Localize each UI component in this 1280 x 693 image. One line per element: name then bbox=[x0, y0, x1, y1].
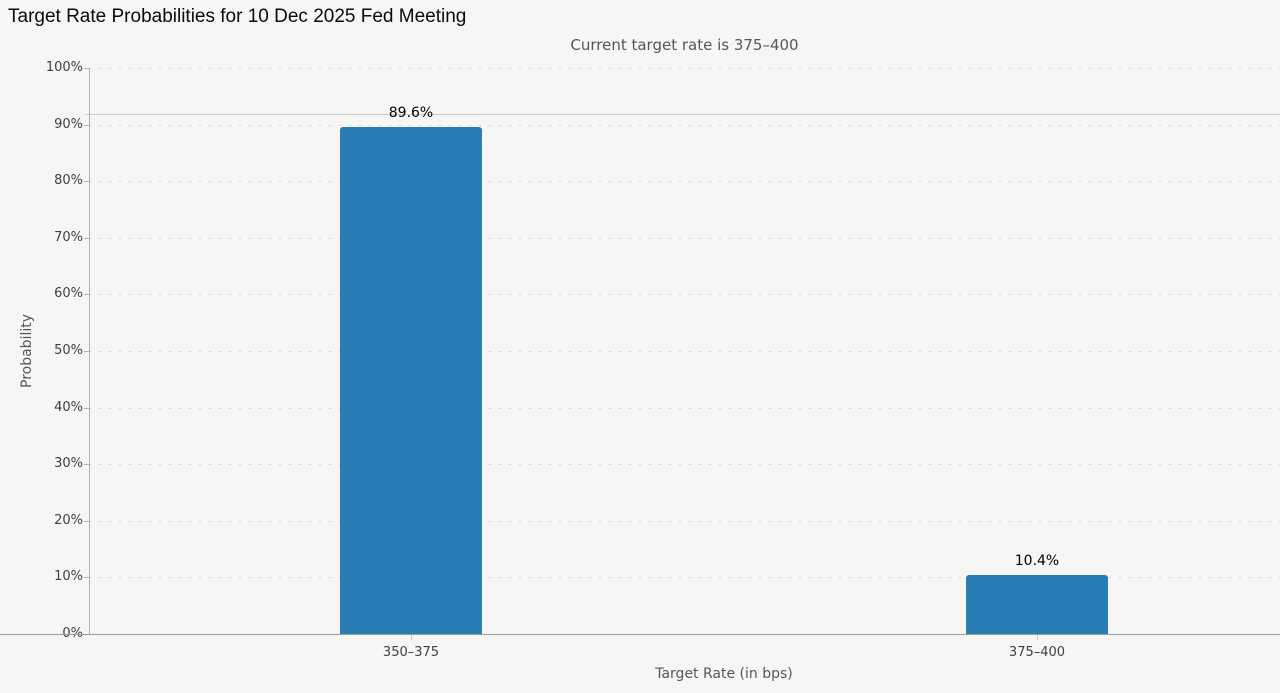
y-axis-tick bbox=[84, 181, 89, 183]
probability-bar[interactable] bbox=[340, 126, 482, 634]
y-tick-label: 100% bbox=[45, 60, 83, 75]
bar-value-label: 89.6% bbox=[388, 104, 434, 121]
y-tick-label: 60% bbox=[54, 286, 83, 302]
y-axis-tick bbox=[84, 294, 89, 296]
y-axis-tick bbox=[84, 351, 89, 352]
y-gridline bbox=[89, 181, 1280, 183]
y-plotline bbox=[85, 114, 1280, 116]
y-tick-label: 50% bbox=[54, 343, 83, 358]
x-tick-label: 350–375 bbox=[382, 645, 440, 660]
y-axis-tick bbox=[84, 237, 89, 239]
bar-value-label: 10.4% bbox=[1014, 553, 1060, 570]
y-tick-label: 90% bbox=[54, 116, 83, 132]
x-axis-title: Target Rate (in bps) bbox=[655, 666, 793, 682]
y-axis-tick bbox=[84, 124, 89, 126]
y-axis-tick bbox=[84, 68, 89, 69]
y-gridline bbox=[89, 294, 1280, 296]
y-axis-line bbox=[89, 68, 90, 635]
y-gridline bbox=[89, 68, 1280, 69]
chart-subtitle: Current target rate is 375–400 bbox=[570, 36, 799, 54]
y-tick-label: 40% bbox=[54, 399, 83, 415]
x-tick-label: 375–400 bbox=[1008, 645, 1066, 660]
y-gridline bbox=[89, 464, 1280, 466]
probability-bar[interactable] bbox=[966, 575, 1108, 634]
x-axis-line bbox=[0, 634, 1280, 635]
chart-title: Target Rate Probabilities for 10 Dec 202… bbox=[8, 6, 467, 27]
y-axis-tick bbox=[84, 577, 89, 579]
y-tick-label: 30% bbox=[54, 456, 83, 472]
y-gridline bbox=[89, 407, 1280, 409]
y-tick-label: 80% bbox=[54, 173, 83, 189]
y-gridline bbox=[89, 237, 1280, 239]
y-tick-label: 10% bbox=[54, 569, 83, 585]
x-axis-tick bbox=[1037, 635, 1038, 640]
y-gridline bbox=[89, 124, 1280, 126]
y-tick-label: 70% bbox=[54, 229, 83, 245]
y-axis-tick bbox=[84, 464, 89, 466]
y-tick-label: 0% bbox=[62, 626, 83, 641]
x-axis-tick bbox=[411, 635, 412, 640]
y-gridline bbox=[89, 520, 1280, 522]
y-axis-tick bbox=[84, 407, 89, 409]
y-gridline bbox=[89, 351, 1280, 352]
y-gridline bbox=[89, 577, 1280, 579]
y-tick-label: 20% bbox=[54, 512, 83, 528]
y-axis-tick bbox=[84, 520, 89, 522]
